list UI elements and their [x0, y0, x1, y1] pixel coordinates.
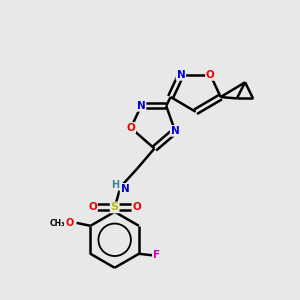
- Text: H: H: [111, 180, 119, 190]
- Text: O: O: [206, 70, 215, 80]
- Text: O: O: [66, 218, 74, 228]
- Text: N: N: [176, 70, 185, 80]
- Text: O: O: [132, 202, 141, 212]
- Text: N: N: [121, 184, 129, 194]
- Text: N: N: [137, 101, 146, 111]
- Text: O: O: [88, 202, 97, 212]
- Text: F: F: [153, 250, 160, 260]
- Text: CH₃: CH₃: [50, 219, 65, 228]
- Text: O: O: [127, 123, 135, 133]
- Text: S: S: [111, 202, 119, 212]
- Text: N: N: [171, 126, 179, 136]
